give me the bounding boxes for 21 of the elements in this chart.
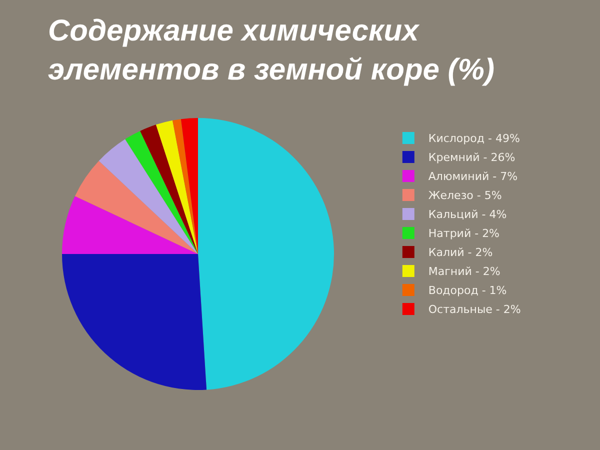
legend-label: Кислород - 49% [428,132,520,146]
legend-label: Натрий - 2% [428,227,500,240]
legend-label: Магний - 2% [428,265,500,278]
legend-label: Железо - 5% [428,189,502,202]
pie-slice [62,254,207,390]
chart-title: Содержание химических элементов в земной коре (%) [48,14,494,86]
pie-slice [172,119,198,254]
legend-label: Кремний - 26% [428,151,516,164]
pie-slice [156,120,198,254]
pie-slice [180,118,198,254]
legend-label: Кальций - 4% [428,208,507,222]
legend-label: Водород - 1% [428,284,507,298]
legend-label: Остальные - 2% [428,303,521,316]
pie-slice [125,130,198,254]
pie-slice [140,124,198,254]
legend-label: Алюминий - 7% [428,170,518,184]
pie-slice [98,139,198,254]
legend-label: Калий - 2% [428,246,493,260]
pie-slice [198,118,334,390]
pie-slice [74,160,198,254]
pie-slice [62,196,198,254]
